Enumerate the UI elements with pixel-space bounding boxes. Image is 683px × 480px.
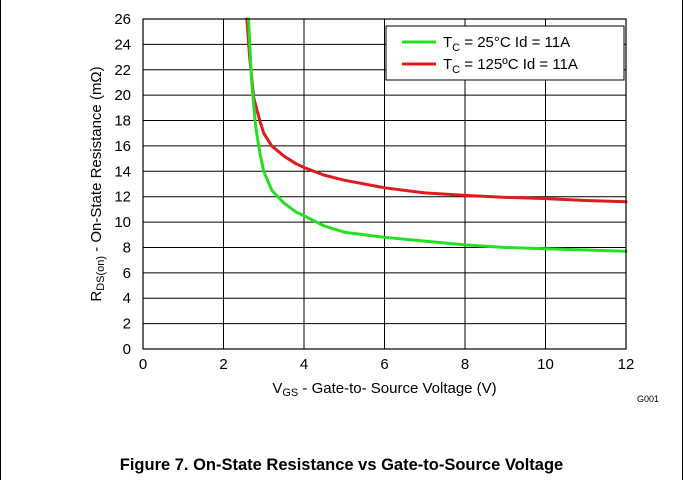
y-axis-label: RDS(on) - On-State Resistance (mΩ) <box>88 66 107 301</box>
y-tick-label: 18 <box>114 113 131 130</box>
x-tick-label: 0 <box>139 356 147 373</box>
series-layer <box>245 17 628 253</box>
legend-label: TC = 125ºC Id = 11A <box>443 56 578 76</box>
figure-id: G001 <box>637 394 659 404</box>
x-tick-label: 12 <box>618 356 635 373</box>
x-tick-label: 10 <box>537 356 554 373</box>
y-tick-label: 10 <box>114 214 131 231</box>
x-tick-label: 2 <box>219 356 227 373</box>
legend-box <box>385 25 625 81</box>
y-tick-label: 22 <box>114 62 131 79</box>
y-tick-label: 16 <box>114 138 131 155</box>
x-tick-label: 4 <box>300 356 308 373</box>
y-tick-label: 4 <box>123 290 131 307</box>
y-tick-label: 12 <box>114 189 131 206</box>
y-tick-label: 6 <box>123 265 131 282</box>
plot-border <box>142 18 627 350</box>
series-line-0 <box>246 17 628 253</box>
y-tick-label: 14 <box>114 163 131 180</box>
axes <box>142 18 627 350</box>
x-axis-label: VGS - Gate-to- Source Voltage (V) <box>272 380 496 399</box>
x-tick-label: 6 <box>380 356 388 373</box>
y-tick-label: 2 <box>123 316 131 333</box>
legend-label: TC = 25°C Id = 11A <box>443 34 570 54</box>
y-tick-label: 0 <box>123 341 131 358</box>
y-tick-label: 26 <box>114 11 131 28</box>
series-line-1 <box>245 17 628 204</box>
y-tick-label: 24 <box>114 36 131 53</box>
figure-caption: Figure 7. On-State Resistance vs Gate-to… <box>119 456 564 474</box>
y-tick-label: 20 <box>114 87 131 104</box>
y-tick-label: 8 <box>123 239 131 256</box>
x-tick-label: 8 <box>461 356 469 373</box>
